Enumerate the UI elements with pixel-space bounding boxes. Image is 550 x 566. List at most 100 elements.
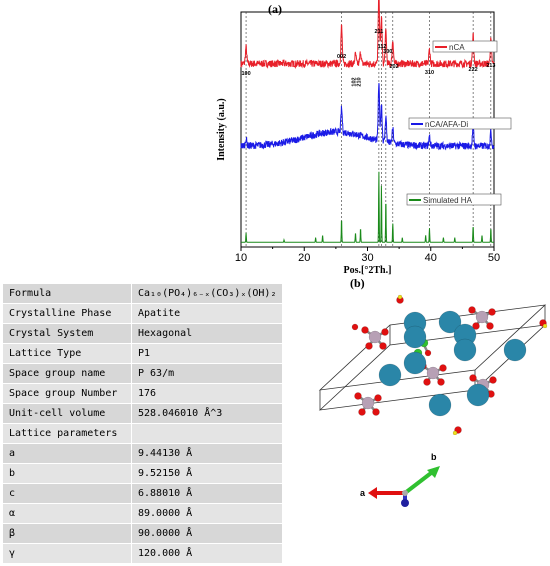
phosphorus-atom xyxy=(475,310,489,324)
phosphorus-atom xyxy=(426,366,440,380)
calcium-atom xyxy=(503,338,527,362)
row-value: Hexagonal xyxy=(130,323,284,344)
a-axis-label: a xyxy=(360,488,366,498)
oxygen-atom xyxy=(423,378,431,386)
hydrogen-atom xyxy=(542,323,548,329)
calcium-atom xyxy=(438,310,462,334)
oxygen-atom xyxy=(354,392,362,400)
row-key: Space group Number xyxy=(2,383,132,404)
row-value: Apatite xyxy=(130,303,284,324)
x-tick-label: 30 xyxy=(361,252,373,264)
legend-entry-1: nCA xyxy=(432,40,498,53)
legend-box xyxy=(432,40,498,53)
table-row: c 6.88010 Å xyxy=(2,483,284,504)
oxygen-atom xyxy=(361,326,369,334)
crystal-structure-image xyxy=(318,294,548,435)
plot-area: nCA nCA/AFA-Di Simulated HA 100 002 102 210 211… xyxy=(216,0,512,275)
calcium-atom xyxy=(403,351,427,375)
row-value xyxy=(130,423,284,444)
row-value: 9.44130 Å xyxy=(130,443,284,464)
oxygen-atom xyxy=(489,376,497,384)
row-key: α xyxy=(2,503,132,524)
b-arrowhead-icon xyxy=(427,466,440,478)
oxygen-atom xyxy=(374,394,382,402)
row-key: Formula xyxy=(2,283,132,304)
peak-label-112: 112 xyxy=(378,44,387,50)
table-row: Lattice Type P1 xyxy=(2,343,284,364)
table-row: Formula Ca₁₀(PO₄)₆₋ₓ(CO₃)ₓ(OH)₂ xyxy=(2,283,284,304)
c-axis-dot xyxy=(401,499,409,507)
origin-dot xyxy=(402,490,408,496)
oxygen-atom xyxy=(365,342,373,350)
peak-label-310: 310 xyxy=(425,70,434,76)
b-axis-label: b xyxy=(431,452,437,462)
x-tick-label: 20 xyxy=(298,252,310,264)
peak-label-100: 100 xyxy=(241,71,250,77)
oxygen-atom xyxy=(351,323,359,331)
row-key: b xyxy=(2,463,132,484)
peak-label-211: 211 xyxy=(374,29,383,35)
hydrogen-atom xyxy=(452,430,458,435)
table-row: γ 120.000 Å xyxy=(2,543,284,564)
row-value: 176 xyxy=(130,383,284,404)
series-line-2 xyxy=(240,83,495,151)
peak-label-222: 222 xyxy=(469,67,478,73)
calcium-atom xyxy=(466,383,490,407)
legend-box xyxy=(408,117,512,130)
oxygen-atom xyxy=(472,322,480,330)
series-line-3 xyxy=(241,171,494,243)
calcium-atom xyxy=(453,338,477,362)
xrd-chart: nCA nCA/AFA-Di Simulated HA 100 002 102 210 211… xyxy=(216,0,512,275)
oxygen-atom xyxy=(468,306,476,314)
row-value: P 63/m xyxy=(130,363,284,384)
row-key: c xyxy=(2,483,132,504)
oxygen-atom xyxy=(379,342,387,350)
peak-label-210: 210 xyxy=(357,77,363,86)
x-tick-label: 40 xyxy=(425,252,437,264)
row-value: 6.88010 Å xyxy=(130,483,284,504)
table-row: Space group Number 176 xyxy=(2,383,284,404)
row-value: P1 xyxy=(130,343,284,364)
table-row: α 89.0000 Å xyxy=(2,503,284,524)
table-row: Crystal System Hexagonal xyxy=(2,323,284,344)
oxygen-atom xyxy=(439,364,447,372)
table-row: Unit-cell volume 528.046010 Å^3 xyxy=(2,403,284,424)
hydrogen-atom xyxy=(397,294,403,300)
oxygen-atom xyxy=(358,408,366,416)
oxygen-atom xyxy=(437,378,445,386)
calcium-atom xyxy=(403,325,427,349)
series-line-1 xyxy=(240,0,495,70)
x-axis-label: Pos.[°2Th.] xyxy=(344,265,392,275)
row-value: 89.0000 Å xyxy=(130,503,284,524)
a-arrowhead-icon xyxy=(368,487,377,499)
crystal-data-table: Formula Ca₁₀(PO₄)₆₋ₓ(CO₃)ₓ(OH)₂ Crystallin… xyxy=(2,283,284,564)
calcium-atom xyxy=(378,363,402,387)
peak-label-213: 213 xyxy=(486,63,495,69)
peak-label-300: 300 xyxy=(383,49,392,55)
legend-entry-2: nCA/AFA-Di xyxy=(408,117,512,130)
table-row: Space group name P 63/m xyxy=(2,363,284,384)
b-axis-arrow xyxy=(403,468,437,495)
peak-label-102: 102 xyxy=(351,77,357,86)
peak-label-202: 202 xyxy=(389,64,398,70)
oxygen-atom xyxy=(372,408,380,416)
row-key: Crystal System xyxy=(2,323,132,344)
row-value: Ca₁₀(PO₄)₆₋ₓ(CO₃)ₓ(OH)₂ xyxy=(130,283,284,304)
row-value: 120.000 Å xyxy=(130,543,284,564)
row-key: Crystalline Phase xyxy=(2,303,132,324)
table-row: Lattice parameters xyxy=(2,423,284,444)
row-key: a xyxy=(2,443,132,464)
legend-entry-3: Simulated HA xyxy=(406,193,502,206)
row-key: Lattice parameters xyxy=(2,423,132,444)
peak-label-002: 002 xyxy=(337,54,346,60)
x-tick-label: 50 xyxy=(488,252,500,264)
table-row: Crystalline Phase Apatite xyxy=(2,303,284,324)
row-key: Unit-cell volume xyxy=(2,403,132,424)
row-key: γ xyxy=(2,543,132,564)
legend-box xyxy=(406,193,502,206)
row-key: β xyxy=(2,523,132,544)
x-tick-label: 10 xyxy=(235,252,247,264)
oxygen-atom xyxy=(424,349,432,357)
oxygen-atom xyxy=(488,308,496,316)
legend-label: Simulated HA xyxy=(423,196,473,205)
